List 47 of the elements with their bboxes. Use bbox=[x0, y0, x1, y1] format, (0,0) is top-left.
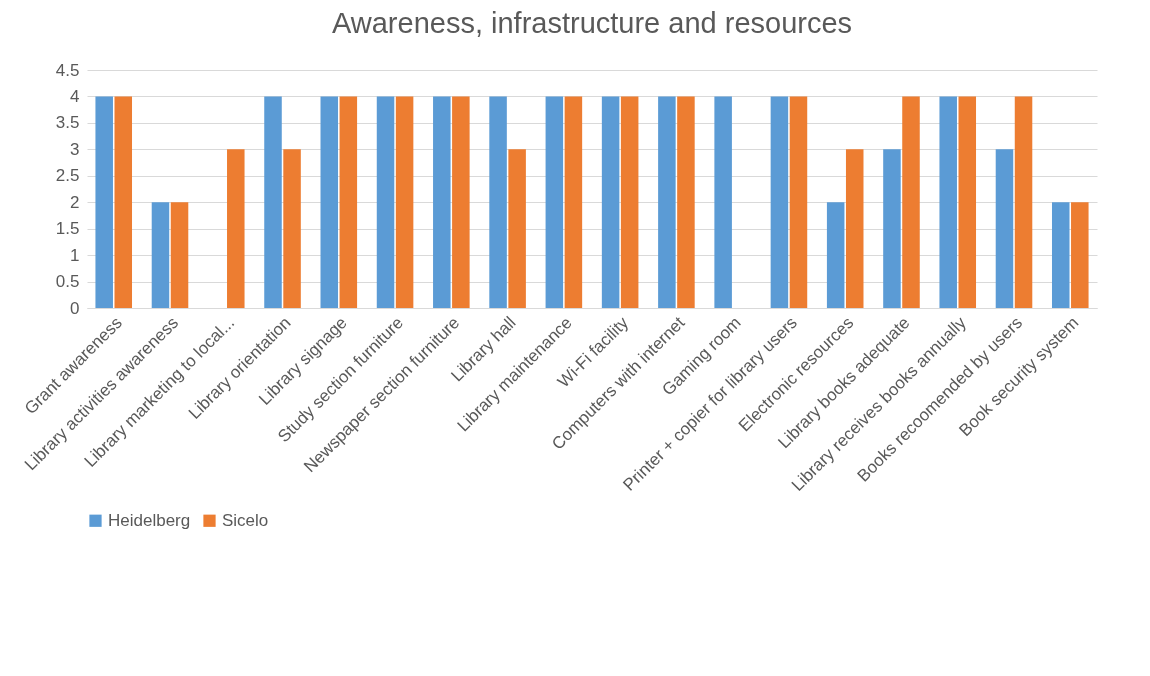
bar bbox=[433, 96, 451, 308]
bar bbox=[170, 202, 189, 308]
legend-label: Sicelo bbox=[222, 510, 269, 530]
legend-label: Heidelberg bbox=[108, 510, 191, 530]
bar bbox=[714, 96, 732, 308]
y-tick-label: 2 bbox=[70, 192, 80, 212]
bar bbox=[114, 96, 133, 308]
bar bbox=[789, 96, 808, 308]
bar bbox=[826, 202, 845, 308]
bar bbox=[958, 96, 977, 308]
bar bbox=[1014, 96, 1033, 308]
bar bbox=[564, 96, 583, 308]
bar bbox=[489, 96, 507, 308]
bar bbox=[545, 96, 564, 308]
bar bbox=[620, 96, 639, 308]
bar bbox=[339, 96, 358, 308]
bar bbox=[677, 96, 695, 308]
y-tick-label: 3 bbox=[70, 139, 80, 159]
y-tick-label: 1.5 bbox=[55, 219, 80, 239]
bar bbox=[264, 96, 282, 308]
bar bbox=[939, 96, 957, 308]
bar bbox=[320, 96, 339, 308]
y-tick-label: 0.5 bbox=[55, 272, 80, 292]
bar bbox=[658, 96, 676, 308]
y-tick-label: 4.5 bbox=[55, 60, 80, 80]
y-tick-label: 3.5 bbox=[55, 113, 80, 133]
y-tick-label: 1 bbox=[70, 245, 80, 265]
bar bbox=[845, 149, 864, 308]
bar bbox=[601, 96, 620, 308]
bar bbox=[902, 96, 920, 308]
bar bbox=[995, 149, 1014, 308]
chart-title: Awareness, infrastructure and resources bbox=[331, 7, 853, 39]
bar bbox=[95, 96, 113, 308]
bar bbox=[227, 149, 245, 308]
y-tick-label: 2.5 bbox=[55, 166, 80, 186]
bar bbox=[395, 96, 414, 308]
y-tick-label: 4 bbox=[70, 86, 80, 106]
bar bbox=[1071, 202, 1089, 308]
bar bbox=[452, 96, 470, 308]
bar bbox=[376, 96, 395, 308]
bar bbox=[508, 149, 526, 308]
bar bbox=[151, 202, 170, 308]
bar bbox=[770, 96, 789, 308]
bar bbox=[883, 149, 901, 308]
bar bbox=[1051, 202, 1070, 308]
y-tick-label: 0 bbox=[70, 298, 80, 318]
bar bbox=[283, 149, 301, 308]
